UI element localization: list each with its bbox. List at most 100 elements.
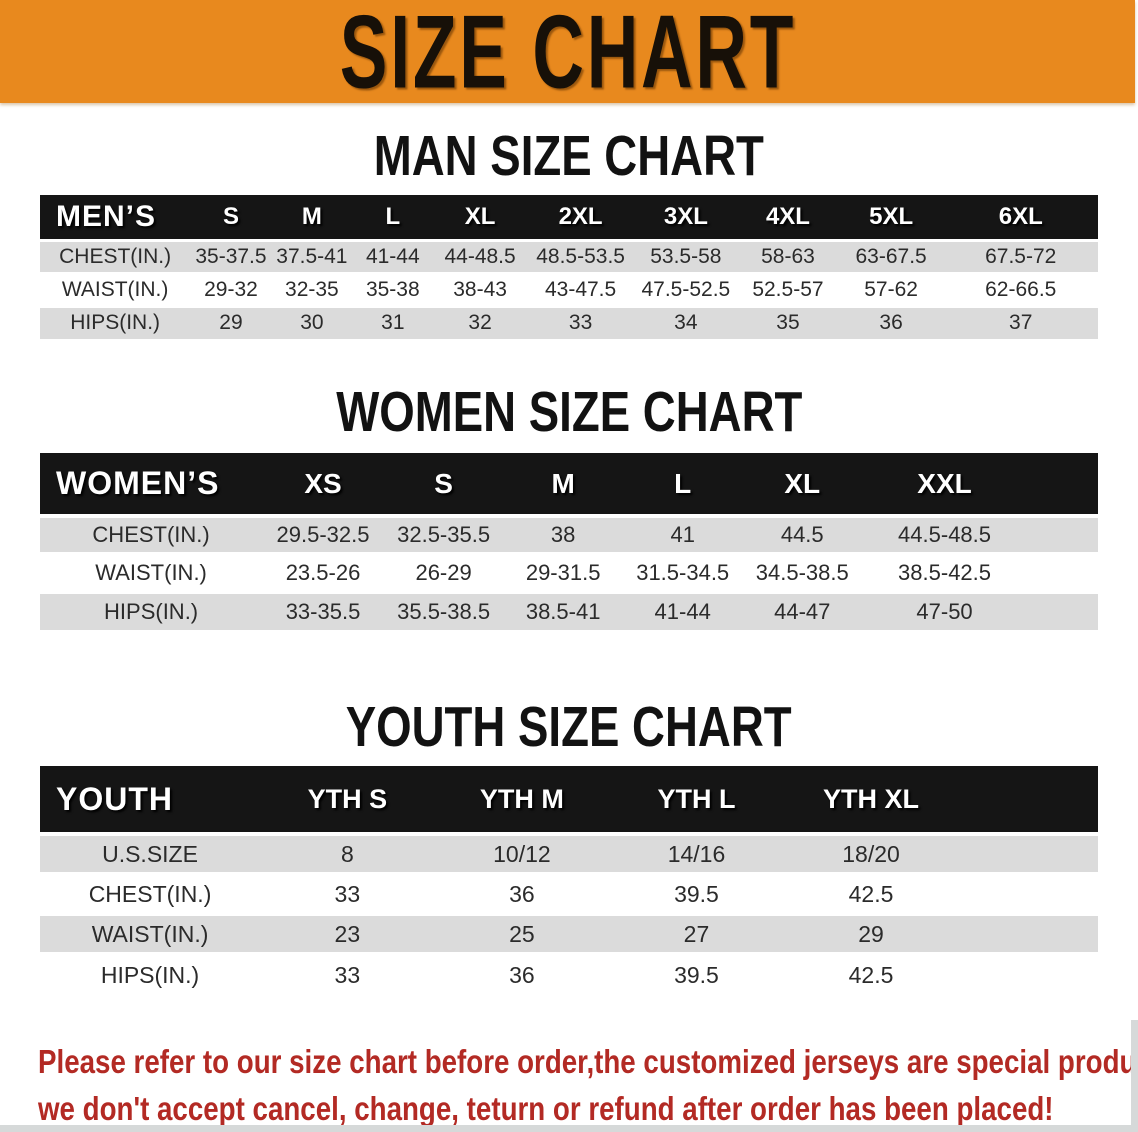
size-value-cell: 38 [550,522,576,547]
size-value-cell: 47.5-52.5 [641,277,731,301]
size-value-cell: 35-38 [365,277,420,301]
scan-edge-right [1131,1020,1138,1132]
size-value-cell: 62-66.5 [985,277,1057,301]
size-value-cell: 32 [468,311,492,335]
size-value-cell: 44-48.5 [444,244,516,268]
size-chart-banner: SIZE CHART [0,0,1135,110]
measurement-row: CHEST(IN.) 29.5-32.5 32.5-35.5 38 41 44.5 44.5… [40,516,1098,554]
size-value-cell: 63-67.5 [855,244,927,268]
measurement-label: WAIST(IN.) [95,560,207,585]
size-value-cell: 44.5 [780,522,824,547]
size-value-cell: 29.5-32.5 [276,522,370,547]
size-value-cell: 32.5-35.5 [397,522,491,547]
size-value-cell: 26-29 [415,560,472,585]
header-filler [958,766,1098,834]
size-value-cell: 31.5-34.5 [636,560,730,585]
size-column-header: 3XL [663,202,708,230]
measurement-label: CHEST(IN.) [59,244,172,268]
youth-header-row: YOUTH YTH S YTH M YTH L YTH XL [40,766,1098,834]
size-value-cell: 38.5-42.5 [898,560,992,585]
size-value-cell: 23 [334,920,361,947]
size-value-cell: 29 [858,920,884,947]
measurement-label: CHEST(IN.) [88,880,212,907]
size-value-cell: 37 [1009,311,1033,335]
size-column-header: 5XL [869,202,914,230]
size-value-cell: 41-44 [654,599,711,624]
youth-section-title: YOUTH SIZE CHART [0,699,1138,756]
size-value-cell: 47-50 [916,599,973,624]
size-value-cell: 29-32 [204,277,258,301]
size-value-cell: 14/16 [667,840,726,867]
row-filler [958,834,1098,874]
size-value-cell: 32-35 [285,277,339,301]
size-value-cell: 31 [381,311,405,335]
size-column-header: L [385,202,401,230]
size-value-cell: 29 [219,311,243,335]
size-value-cell: 44-47 [774,599,831,624]
size-value-cell: 35.5-38.5 [397,599,491,624]
size-value-cell: 35 [776,311,800,335]
measurement-label: CHEST(IN.) [92,522,210,547]
measurement-row: HIPS(IN.) 29 30 31 32 33 34 35 36 37 [40,306,1098,339]
size-column-header: XXL [917,467,972,499]
size-value-cell: 42.5 [848,880,894,907]
size-column-header: YTH M [479,783,564,814]
men-section-title-text: MAN SIZE CHART [373,124,765,188]
size-column-header: M [551,467,575,499]
women-size-table: WOMEN’S XS S M L XL XXL CHEST(IN.) 29.5-32.5 32.… [40,453,1098,630]
size-value-cell: 35-37.5 [195,244,267,268]
measurement-row: WAIST(IN.) 23 25 27 29 [40,914,1098,954]
header-filler [1027,453,1098,516]
size-value-cell: 48.5-53.5 [536,244,625,268]
youth-size-table: YOUTH YTH S YTH M YTH L YTH XL U.S.SIZE 8 10/1… [40,766,1098,994]
measurement-row: HIPS(IN.) 33-35.5 35.5-38.5 38.5-41 41-44 44-… [40,592,1098,630]
size-value-cell: 42.5 [848,961,894,988]
size-column-header: M [301,202,322,230]
measurement-label: HIPS(IN.) [104,599,199,624]
size-value-cell: 36 [509,880,535,907]
table-group-label: WOMEN’S [56,465,220,501]
size-value-cell: 38-43 [453,277,507,301]
measurement-label: WAIST(IN.) [61,277,169,301]
size-value-cell: 53.5-58 [650,244,722,268]
women-header-row: WOMEN’S XS S M L XL XXL [40,453,1098,516]
table-group-label: MEN’S [56,199,157,233]
size-value-cell: 37.5-41 [276,244,348,268]
row-filler [958,874,1098,914]
size-column-header: YTH L [657,783,736,814]
size-value-cell: 36 [879,311,903,335]
size-value-cell: 67.5-72 [985,244,1057,268]
size-column-header: 2XL [558,202,603,230]
women-section-title: WOMEN SIZE CHART [0,384,1138,441]
men-section-title: MAN SIZE CHART [0,128,1138,185]
size-value-cell: 39.5 [674,961,719,988]
size-value-cell: 36 [509,961,535,988]
size-value-cell: 29-31.5 [525,560,601,585]
row-filler [1027,554,1098,592]
measurement-row: U.S.SIZE 8 10/12 14/16 18/20 [40,834,1098,874]
size-column-header: XL [464,202,496,230]
measurement-row: WAIST(IN.) 23.5-26 26-29 29-31.5 31.5-34.5 34… [40,554,1098,592]
page-title: SIZE CHART [339,0,796,110]
measurement-label: WAIST(IN.) [91,920,209,947]
disclaimer-line-2: we don't accept cancel, change, teturn o… [38,1090,1054,1127]
size-column-header: YTH XL [823,783,920,814]
measurement-label: HIPS(IN.) [100,961,200,988]
size-value-cell: 57-62 [864,277,918,301]
measurement-row: CHEST(IN.) 33 36 39.5 42.5 [40,874,1098,914]
size-column-header: 4XL [765,202,810,230]
size-value-cell: 34.5-38.5 [755,560,849,585]
size-column-header: 6XL [998,202,1043,230]
row-filler [958,914,1098,954]
size-column-header: S [222,202,239,230]
men-header-row: MEN’S S M L XL 2XL 3XL 4XL 5XL 6XL [40,195,1098,240]
size-value-cell: 33 [568,311,593,335]
size-column-header: L [674,467,692,499]
size-value-cell: 44.5-48.5 [898,522,992,547]
size-column-header: S [434,467,453,499]
size-value-cell: 39.5 [674,880,719,907]
size-value-cell: 8 [340,840,354,867]
size-value-cell: 38.5-41 [525,599,601,624]
youth-section-title-text: YOUTH SIZE CHART [346,695,792,759]
